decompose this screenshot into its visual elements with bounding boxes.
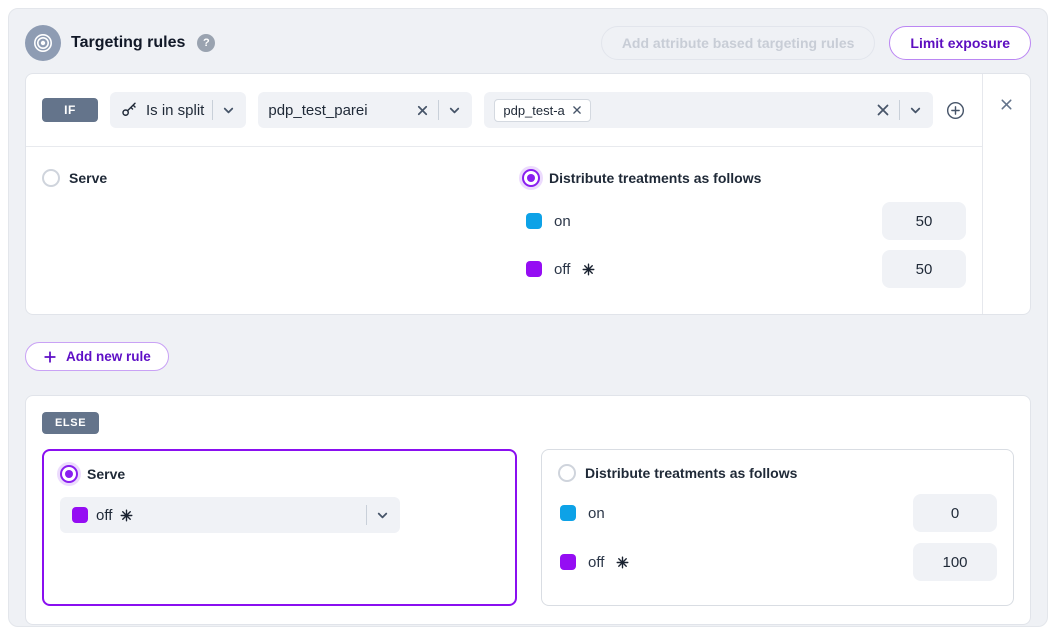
serve-radio[interactable] [42, 169, 60, 187]
default-select-chevron-down-icon[interactable] [375, 508, 390, 523]
default-treatment-select[interactable]: off [60, 497, 400, 533]
panel-header: Targeting rules ? Add attribute based ta… [25, 25, 1031, 61]
delete-rule-icon[interactable] [999, 96, 1014, 112]
default-rule-card: ELSE Serve off [25, 395, 1031, 625]
treatment-distribution-list: on off [522, 202, 966, 288]
default-treatment-asterisk-icon [120, 509, 133, 521]
treatment-tag-label: pdp_test-a [503, 102, 565, 118]
treatment-name: on [588, 504, 605, 522]
divider [899, 100, 900, 120]
treatment-row: on [560, 494, 997, 532]
treatment-multiselect[interactable]: pdp_test-a [484, 92, 933, 128]
treatment-off-swatch [526, 261, 542, 277]
targeting-rules-panel: Targeting rules ? Add attribute based ta… [8, 8, 1048, 627]
serve-label: Serve [69, 170, 108, 186]
divider [438, 100, 440, 120]
split-select[interactable]: pdp_test_parei [258, 92, 473, 128]
limit-exposure-button[interactable]: Limit exposure [889, 26, 1031, 60]
serve-option[interactable]: Serve [42, 169, 522, 187]
default-serve-panel[interactable]: Serve off [42, 449, 517, 606]
default-distribute-label: Distribute treatments as follows [585, 465, 798, 481]
add-new-rule-label: Add new rule [66, 349, 151, 364]
tag-remove-icon[interactable] [572, 105, 582, 115]
treatment-percent-input[interactable] [913, 543, 997, 581]
divider [366, 505, 367, 525]
treatment-off-swatch [72, 507, 88, 523]
if-badge: IF [42, 98, 98, 122]
treatment-percent-input[interactable] [913, 494, 997, 532]
treatment-percent-input[interactable] [882, 250, 966, 288]
targeting-rule-card: IF Is in split pdp_test_parei [25, 73, 1031, 315]
default-serve-radio[interactable] [60, 465, 78, 483]
plus-icon [44, 350, 56, 363]
default-serve-label: Serve [87, 466, 126, 482]
rule-serve-section: Serve Distribute treatments as follows o… [26, 147, 982, 314]
divider [212, 100, 214, 120]
help-icon[interactable]: ? [197, 34, 216, 52]
default-distribute-panel[interactable]: Distribute treatments as follows on off [541, 449, 1014, 606]
else-badge: ELSE [42, 412, 100, 434]
treatment-off-swatch [560, 554, 576, 570]
split-chevron-down-icon[interactable] [447, 103, 462, 118]
matcher-chevron-down-icon[interactable] [221, 103, 236, 118]
matcher-label: Is in split [146, 101, 205, 119]
matcher-select[interactable]: Is in split [110, 92, 247, 128]
targeting-rules-icon [25, 25, 61, 61]
key-icon [122, 102, 136, 116]
page-title: Targeting rules [71, 34, 186, 51]
treatment-row: off [526, 250, 966, 288]
add-attribute-rules-button[interactable]: Add attribute based targeting rules [600, 26, 876, 60]
distribute-label: Distribute treatments as follows [549, 170, 762, 186]
add-new-rule-button[interactable]: Add new rule [25, 342, 169, 371]
default-distribution-list: on off [558, 494, 997, 581]
default-serve-option[interactable]: Serve [60, 465, 499, 483]
treatment-row: on [526, 202, 966, 240]
distribute-radio[interactable] [522, 169, 540, 187]
treatment-tag-chip[interactable]: pdp_test-a [494, 98, 591, 122]
multiselect-clear-icon[interactable] [875, 102, 891, 118]
treatment-row: off [560, 543, 997, 581]
bullseye-icon [34, 34, 52, 52]
distribute-option[interactable]: Distribute treatments as follows [522, 169, 966, 187]
split-clear-icon[interactable] [415, 103, 430, 118]
default-treatment-value: off [96, 506, 113, 524]
split-select-value: pdp_test_parei [268, 101, 368, 119]
treatment-percent-input[interactable] [882, 202, 966, 240]
default-distribute-option[interactable]: Distribute treatments as follows [558, 464, 997, 482]
treatment-name: off [588, 553, 605, 571]
treatment-name: off [554, 260, 571, 278]
treatment-on-swatch [560, 505, 576, 521]
rule-condition-row: IF Is in split pdp_test_parei [26, 74, 982, 147]
rule-card-aside [982, 74, 1030, 314]
treatment-on-swatch [526, 213, 542, 229]
default-treatment-asterisk-icon [616, 556, 629, 568]
default-distribute-radio[interactable] [558, 464, 576, 482]
default-treatment-asterisk-icon [582, 263, 595, 275]
multiselect-chevron-down-icon[interactable] [908, 103, 923, 118]
add-condition-icon[interactable] [945, 100, 966, 121]
treatment-name: on [554, 212, 571, 230]
